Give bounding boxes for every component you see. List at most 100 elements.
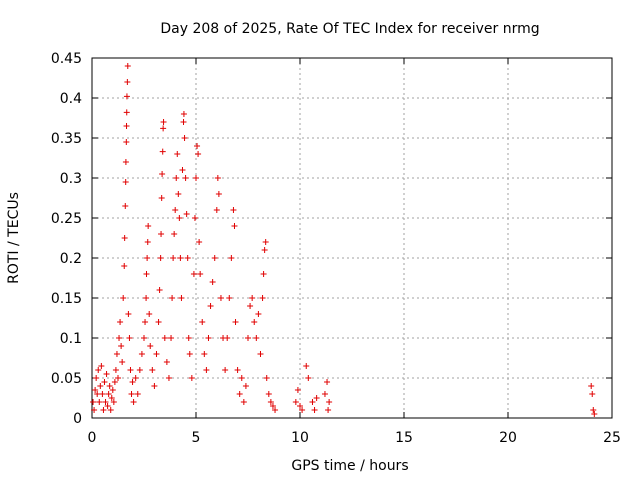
data-point: [151, 383, 158, 389]
data-point: [179, 167, 186, 173]
data-point: [111, 379, 118, 385]
data-point: [144, 255, 151, 261]
data-point: [214, 175, 221, 181]
data-point: [158, 195, 165, 201]
data-point: [159, 148, 166, 155]
data-point: [134, 391, 141, 397]
data-point: [193, 175, 199, 181]
data-point: [100, 407, 107, 413]
data-point: [191, 215, 198, 221]
data-point: [175, 191, 182, 197]
data-point: [228, 255, 235, 261]
data-point: [145, 223, 152, 229]
data-point: [138, 351, 145, 357]
data-point: [97, 383, 104, 389]
data-point: [207, 303, 214, 309]
y-tick-label: 0.3: [60, 171, 82, 187]
data-point: [238, 375, 245, 381]
data-point: [112, 367, 119, 373]
data-point: [183, 211, 190, 217]
y-tick-label: 0.05: [51, 371, 82, 387]
data-point: [589, 391, 596, 397]
data-point: [169, 295, 176, 301]
data-point: [263, 375, 270, 381]
data-point: [217, 295, 224, 301]
data-point: [232, 319, 239, 325]
data-point: [325, 407, 332, 413]
data-point: [272, 407, 279, 413]
data-point: [127, 367, 134, 373]
data-point: [174, 151, 181, 157]
x-tick-label: 25: [603, 430, 621, 446]
data-point: [230, 207, 237, 213]
data-point: [98, 363, 105, 369]
data-point: [153, 351, 160, 357]
data-point: [147, 343, 154, 349]
data-point: [157, 255, 164, 261]
data-point: [160, 119, 167, 125]
data-point: [159, 171, 166, 177]
data-point: [146, 311, 153, 317]
data-point: [155, 319, 162, 325]
data-point: [297, 403, 303, 409]
data-point: [95, 367, 102, 373]
data-point: [115, 375, 121, 381]
data-point: [172, 207, 179, 213]
data-point: [265, 391, 272, 397]
data-point: [125, 311, 132, 317]
data-point: [180, 119, 187, 125]
data-point: [247, 303, 254, 309]
data-point: [96, 399, 103, 405]
data-point: [178, 295, 185, 301]
y-tick-label: 0: [73, 411, 82, 427]
data-point: [205, 335, 212, 341]
data-point: [231, 223, 238, 229]
data-point: [149, 367, 156, 373]
data-point: [161, 335, 168, 341]
data-point: [209, 279, 216, 285]
data-point: [158, 231, 165, 237]
data-point: [122, 203, 129, 209]
data-point: [113, 351, 120, 357]
data-point: [129, 379, 136, 385]
data-point: [255, 311, 262, 317]
data-point: [588, 383, 595, 389]
data-point: [590, 407, 597, 413]
data-point: [321, 391, 328, 397]
data-point: [261, 247, 268, 253]
data-point: [144, 239, 151, 245]
x-tick-label: 0: [88, 430, 97, 446]
y-tick-label: 0.15: [51, 291, 82, 307]
x-tick-label: 10: [291, 430, 309, 446]
data-point: [234, 367, 241, 373]
y-axis-label: ROTI / TECUs: [6, 192, 22, 284]
data-point: [267, 399, 274, 405]
data-point: [226, 295, 233, 301]
data-point: [215, 191, 222, 197]
data-point: [180, 111, 187, 117]
data-point: [120, 295, 127, 301]
y-tick-label: 0.4: [60, 91, 82, 107]
axis-ticks: 0 5 10 15 20 25 0 0.05 0.1 0.15 0.2 0.25 0.3 0.35 0.4 0…: [51, 51, 621, 446]
x-axis-label: GPS time / hours: [291, 458, 408, 474]
y-tick-label: 0.1: [60, 331, 82, 347]
data-point: [94, 391, 101, 397]
data-point: [242, 383, 249, 389]
data-point: [591, 411, 598, 417]
data-point: [197, 271, 204, 277]
data-point: [181, 135, 188, 141]
data-point: [121, 235, 128, 241]
data-point: [119, 359, 126, 365]
y-tick-label: 0.45: [51, 51, 82, 67]
data-point: [292, 399, 299, 405]
data-point: [92, 387, 99, 393]
data-point: [249, 295, 256, 301]
data-point: [326, 399, 333, 405]
data-point: [103, 371, 110, 377]
data-point: [91, 407, 98, 413]
y-tick-label: 0.25: [51, 211, 82, 227]
data-point: [303, 363, 310, 369]
data-point: [122, 159, 129, 165]
data-point: [203, 367, 210, 373]
